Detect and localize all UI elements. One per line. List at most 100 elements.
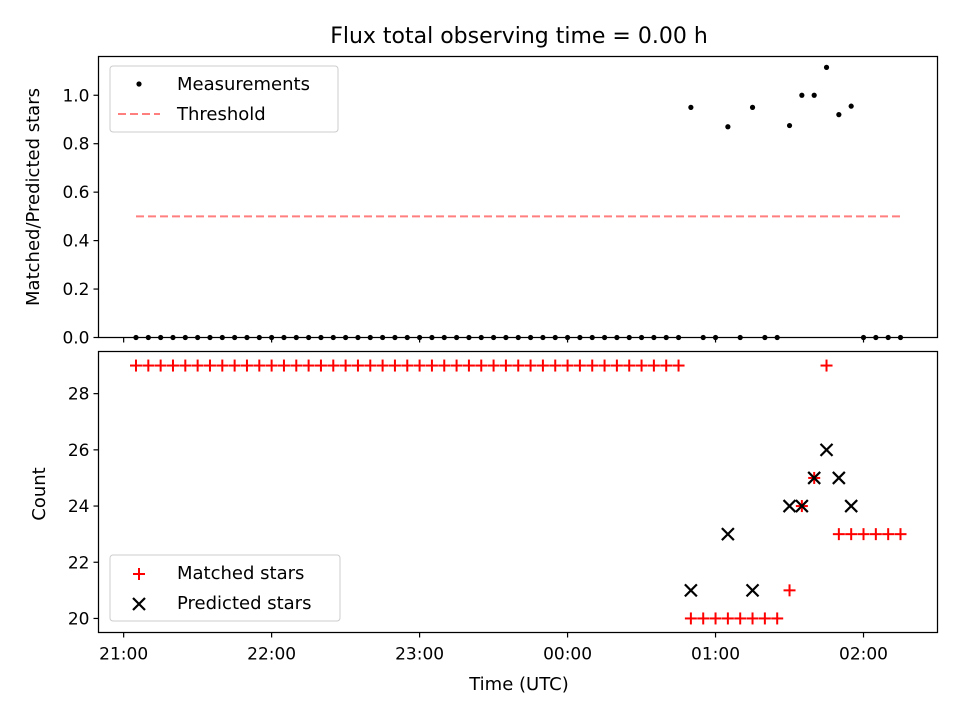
matched-star-point bbox=[462, 359, 475, 372]
predicted-star-point bbox=[684, 583, 698, 598]
measurement-point bbox=[453, 334, 460, 341]
measurement-point bbox=[663, 334, 669, 341]
measurement-point bbox=[330, 334, 336, 341]
matched-star-point bbox=[314, 359, 327, 372]
measurement-point bbox=[478, 334, 484, 341]
measurement-point bbox=[269, 334, 275, 341]
measurement-point bbox=[860, 334, 867, 341]
matched-star-point bbox=[364, 359, 377, 372]
matched-star-point bbox=[894, 528, 907, 541]
measurement-point bbox=[490, 334, 497, 341]
predicted-star-point bbox=[721, 527, 735, 541]
measurement-point bbox=[601, 334, 608, 341]
matched-star-point bbox=[475, 359, 488, 372]
measurement-point bbox=[306, 334, 312, 341]
matched-star-point bbox=[277, 359, 290, 372]
matched-star-point bbox=[684, 612, 697, 625]
x-tick-label: 21:00 bbox=[99, 645, 148, 665]
measurement-point bbox=[404, 334, 410, 341]
matched-star-point bbox=[734, 612, 747, 625]
measurement-point bbox=[540, 334, 546, 341]
matched-star-point bbox=[351, 359, 364, 372]
measurement-point bbox=[195, 334, 201, 341]
legend-label-predicted: Predicted stars bbox=[177, 593, 311, 614]
matched-star-point bbox=[524, 359, 537, 372]
measurement-point bbox=[737, 334, 743, 341]
top-y-tick-label: 0.0 bbox=[62, 329, 89, 349]
matched-star-point bbox=[216, 359, 229, 372]
measurement-point bbox=[712, 334, 719, 341]
matched-star-point bbox=[697, 612, 710, 625]
predicted-star-point bbox=[844, 499, 858, 513]
measurement-point bbox=[503, 334, 509, 341]
measurement-point bbox=[244, 334, 250, 341]
matched-star-point bbox=[586, 359, 599, 372]
top-plot-series bbox=[133, 64, 904, 341]
bottom-y-axis-label: Count bbox=[29, 467, 50, 520]
predicted-star-point bbox=[807, 471, 821, 485]
matched-star-point bbox=[388, 359, 401, 372]
legend-label-measurements: Measurements bbox=[177, 74, 310, 95]
measurement-point bbox=[466, 334, 472, 341]
measurement-point bbox=[515, 334, 521, 341]
measurement-point bbox=[133, 334, 139, 341]
matched-star-point bbox=[536, 359, 549, 372]
measurement-point bbox=[725, 124, 731, 130]
bottom-y-tick-label: 22 bbox=[68, 553, 90, 573]
measurement-point bbox=[836, 112, 842, 118]
measurement-point bbox=[281, 334, 287, 341]
matched-star-point bbox=[845, 528, 858, 541]
bottom-plot-series bbox=[129, 359, 907, 625]
matched-star-point bbox=[339, 359, 352, 372]
predicted-star-point bbox=[832, 471, 846, 485]
measurement-point bbox=[638, 334, 645, 341]
matched-star-point bbox=[672, 359, 685, 372]
matched-star-point bbox=[647, 359, 660, 372]
matched-star-point bbox=[265, 359, 278, 372]
measurement-point bbox=[774, 334, 780, 341]
matched-star-point bbox=[166, 359, 179, 372]
legend-label-threshold: Threshold bbox=[176, 104, 266, 125]
matched-star-point bbox=[450, 359, 463, 372]
matched-star-point bbox=[253, 359, 266, 372]
x-tick-label: 22:00 bbox=[247, 645, 296, 665]
bottom-y-tick-label: 24 bbox=[68, 497, 90, 517]
matched-star-point bbox=[598, 359, 611, 372]
matched-star-point bbox=[746, 612, 759, 625]
matched-star-point bbox=[191, 359, 204, 372]
bottom-y-tick-label: 28 bbox=[68, 385, 90, 405]
matched-star-point bbox=[623, 359, 636, 372]
measurement-point bbox=[589, 334, 595, 341]
measurement-point bbox=[355, 334, 361, 341]
matched-star-point bbox=[512, 359, 525, 372]
measurement-point bbox=[256, 334, 262, 341]
matched-star-point bbox=[771, 612, 784, 625]
measurement-point bbox=[207, 334, 213, 341]
legend-dot-marker bbox=[136, 81, 142, 87]
bottom-legend: Matched stars Predicted stars bbox=[109, 554, 341, 622]
matched-star-point bbox=[129, 359, 142, 372]
matched-star-point bbox=[549, 359, 562, 372]
top-y-tick-label: 1.0 bbox=[62, 86, 89, 106]
measurement-point bbox=[762, 334, 768, 341]
top-y-axis: 0.0 0.2 0.4 0.6 0.8 1.0 bbox=[62, 86, 99, 349]
measurement-point bbox=[219, 334, 225, 341]
matched-star-point bbox=[783, 584, 796, 597]
matched-star-point bbox=[487, 359, 500, 372]
x-tick-label: 01:00 bbox=[691, 645, 740, 665]
measurement-point bbox=[343, 334, 349, 341]
measurement-point bbox=[416, 334, 423, 341]
top-legend: Measurements Threshold bbox=[109, 65, 339, 133]
x-tick-label: 02:00 bbox=[839, 645, 888, 665]
matched-star-point bbox=[610, 359, 623, 372]
measurement-point bbox=[675, 334, 682, 341]
measurement-point bbox=[885, 334, 891, 341]
measurement-point bbox=[232, 334, 238, 341]
measurement-point bbox=[293, 334, 299, 341]
measurement-point bbox=[626, 334, 632, 341]
predicted-star-point bbox=[782, 499, 797, 513]
matched-star-point bbox=[499, 359, 512, 372]
matched-star-point bbox=[142, 359, 155, 372]
x-axis-label: Time (UTC) bbox=[468, 674, 569, 695]
measurement-point bbox=[873, 334, 879, 341]
